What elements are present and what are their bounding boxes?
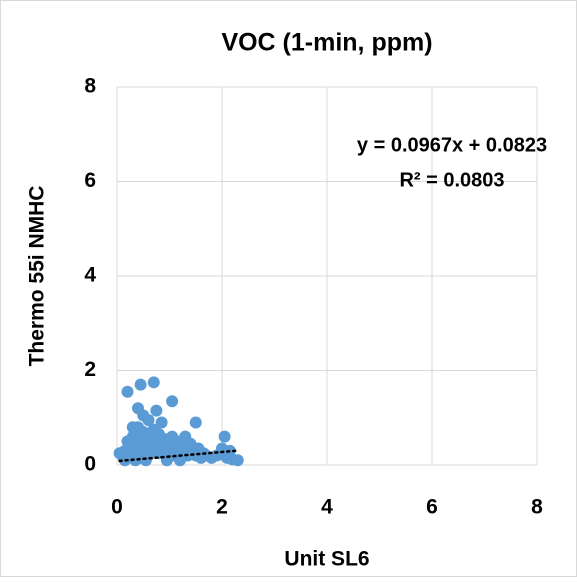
x-tick-label: 2 (216, 496, 228, 519)
x-axis-label: Unit SL6 (284, 548, 369, 571)
chart-title: VOC (1-min, ppm) (221, 29, 432, 57)
y-tick-label: 6 (84, 169, 96, 192)
trendline (118, 449, 239, 463)
point (129, 454, 142, 467)
point (126, 421, 139, 434)
point (179, 430, 192, 443)
y-tick-label: 4 (84, 264, 96, 287)
point (134, 378, 147, 391)
y-tick-label: 2 (84, 358, 96, 381)
point (189, 416, 202, 429)
point (150, 404, 163, 417)
y-tick-label: 8 (84, 75, 96, 98)
point (231, 454, 244, 467)
x-tick-label: 0 (111, 496, 123, 519)
point (147, 376, 160, 389)
x-tick-label: 6 (426, 496, 438, 519)
x-tick-label: 4 (321, 496, 333, 519)
y-axis-label: Thermo 55i NMHC (26, 186, 49, 367)
point (139, 454, 152, 467)
point (166, 395, 179, 408)
point (155, 416, 168, 429)
trendline-label: y = 0.0967x + 0.0823 (357, 134, 547, 156)
x-tick-label: 8 (531, 496, 543, 519)
point (142, 414, 155, 427)
trendline-label: R² = 0.0803 (399, 169, 504, 191)
y-tick-label: 0 (84, 453, 96, 476)
point (121, 385, 134, 398)
point (174, 454, 186, 467)
point (218, 430, 231, 443)
